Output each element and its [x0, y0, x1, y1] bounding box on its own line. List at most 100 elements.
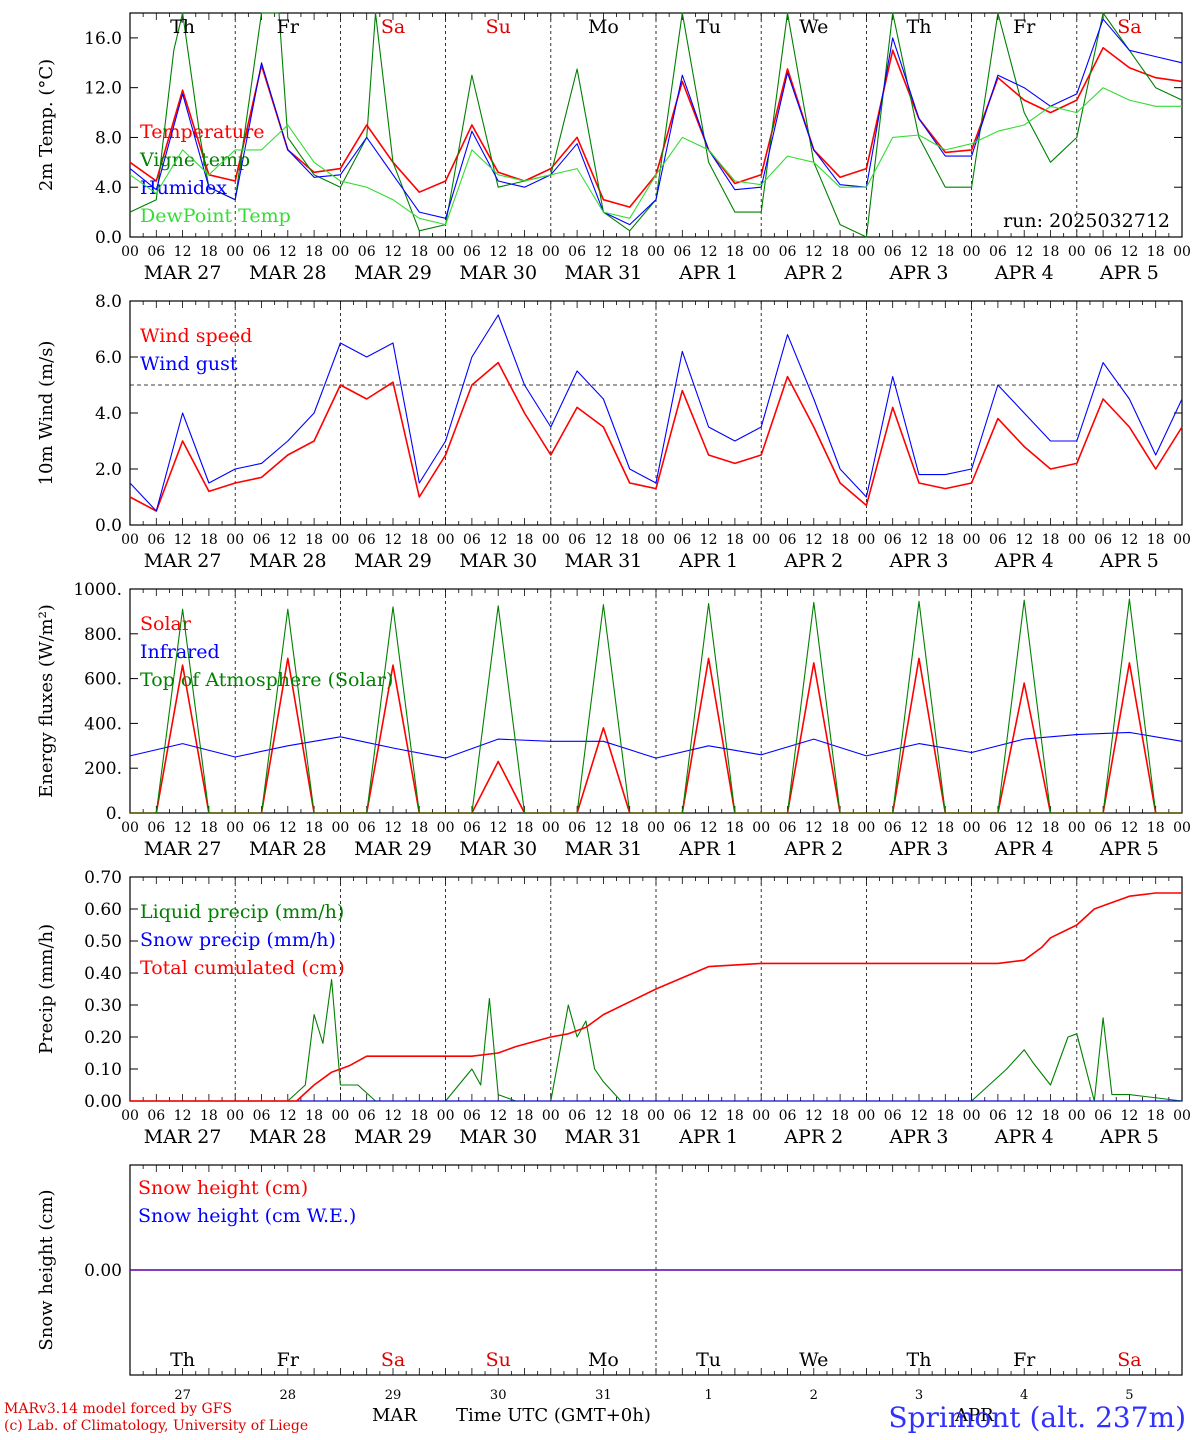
day-number-label: 3 — [915, 1388, 923, 1403]
legend-entry: Infrared — [140, 641, 220, 663]
hour-tick-label: 12 — [384, 820, 402, 836]
panel-4: 0.00 0.10 0.20 0.30 0.40 0.50 0.60 0.70 Precip (… — [36, 868, 1191, 1148]
panel-5: 0.00 Snow height (cm) Snow height (cm) Snow… — [36, 1164, 1183, 1403]
legend-entry: Snow height (cm) — [138, 1177, 308, 1199]
hour-tick-label: 18 — [305, 820, 323, 836]
weekday-label: Th — [907, 16, 932, 38]
hour-tick-label: 18 — [1042, 1108, 1060, 1124]
hour-tick-label: 18 — [831, 244, 849, 260]
hour-tick-label: 18 — [621, 244, 639, 260]
date-label: MAR 28 — [249, 838, 327, 860]
hour-tick-label: 18 — [516, 820, 534, 836]
y-tick-label: 0.0 — [95, 516, 122, 536]
hour-tick-label: 00 — [647, 532, 665, 548]
hour-tick-label: 12 — [489, 532, 507, 548]
date-label: MAR 27 — [144, 1126, 222, 1148]
legend-entry: Total cumulated (cm) — [140, 957, 345, 979]
hour-tick-label: 06 — [147, 244, 165, 260]
day-number-label: 31 — [595, 1388, 612, 1403]
hour-tick-label: 06 — [779, 1108, 797, 1124]
series-line-humidex — [129, 18, 1183, 226]
hour-tick-label: 12 — [279, 244, 297, 260]
hour-tick-label: 00 — [647, 1108, 665, 1124]
day-number-label: 28 — [280, 1388, 297, 1403]
hour-tick-label: 12 — [700, 532, 718, 548]
hour-tick-label: 12 — [1015, 820, 1033, 836]
y-tick-label: 0.00 — [84, 1261, 122, 1281]
hour-tick-label: 06 — [253, 244, 271, 260]
hour-tick-label: 06 — [463, 1108, 481, 1124]
hour-tick-label: 06 — [989, 1108, 1007, 1124]
hour-tick-label: 18 — [305, 532, 323, 548]
hour-tick-label: 00 — [226, 244, 244, 260]
hour-tick-label: 00 — [542, 820, 560, 836]
y-tick-label: 8.0 — [95, 128, 122, 148]
hour-tick-label: 12 — [489, 820, 507, 836]
y-axis-label: 10m Wind (m/s) — [36, 341, 57, 486]
hour-tick-label: 06 — [1094, 1108, 1112, 1124]
day-number-label: 27 — [174, 1388, 191, 1403]
hour-tick-label: 12 — [384, 244, 402, 260]
hour-tick-label: 06 — [779, 532, 797, 548]
day-number-label: 5 — [1125, 1388, 1133, 1403]
weekday-label: Sa — [1117, 1349, 1141, 1371]
hour-tick-label: 06 — [1094, 532, 1112, 548]
date-label: MAR 30 — [459, 550, 537, 572]
weekday-label: Th — [170, 1349, 195, 1371]
hour-tick-label: 12 — [489, 244, 507, 260]
hour-tick-label: 00 — [963, 532, 981, 548]
hour-tick-label: 06 — [989, 244, 1007, 260]
date-label: APR 2 — [783, 550, 843, 572]
date-label: MAR 29 — [354, 550, 432, 572]
hour-tick-label: 00 — [1173, 1108, 1191, 1124]
date-label: APR 3 — [889, 262, 949, 284]
date-label: APR 1 — [678, 1126, 738, 1148]
hour-tick-label: 06 — [358, 820, 376, 836]
hour-tick-label: 18 — [516, 532, 534, 548]
hour-tick-label: 00 — [542, 1108, 560, 1124]
legend-entry: DewPoint Temp — [140, 205, 291, 227]
hour-tick-label: 12 — [1015, 1108, 1033, 1124]
y-tick-label: 0.70 — [84, 868, 122, 888]
date-label: APR 4 — [994, 838, 1054, 860]
hour-tick-label: 00 — [857, 244, 875, 260]
run-label: run: 2025032712 — [1003, 210, 1170, 232]
day-number-label: 4 — [1020, 1388, 1028, 1403]
hour-tick-label: 00 — [437, 244, 455, 260]
hour-tick-label: 18 — [410, 820, 428, 836]
hour-tick-label: 12 — [384, 1108, 402, 1124]
hour-tick-label: 06 — [147, 820, 165, 836]
date-label: MAR 28 — [249, 1126, 327, 1148]
legend-entry: Snow height (cm W.E.) — [138, 1205, 356, 1227]
hour-tick-label: 18 — [200, 1108, 218, 1124]
weekday-label: Fr — [277, 1349, 300, 1371]
legend-entry: Liquid precip (mm/h) — [140, 901, 344, 923]
hour-tick-label: 06 — [1094, 820, 1112, 836]
date-label: APR 5 — [1099, 262, 1159, 284]
hour-tick-label: 00 — [857, 1108, 875, 1124]
hour-tick-label: 00 — [647, 244, 665, 260]
weekday-label: Mo — [588, 16, 619, 38]
date-label: MAR 29 — [354, 262, 432, 284]
hour-tick-label: 06 — [779, 244, 797, 260]
hour-tick-label: 06 — [463, 532, 481, 548]
hour-tick-label: 12 — [174, 1108, 192, 1124]
hour-tick-label: 12 — [594, 244, 612, 260]
date-label: MAR 30 — [459, 1126, 537, 1148]
y-tick-label: 0. — [106, 804, 122, 824]
date-label: MAR 28 — [249, 550, 327, 572]
hour-tick-label: 00 — [437, 532, 455, 548]
y-tick-label: 2.0 — [95, 460, 122, 480]
series-line-dewpoint-temp — [129, 87, 1182, 226]
hour-tick-label: 06 — [884, 1108, 902, 1124]
weekday-label: We — [799, 16, 828, 38]
model-credit: MARv3.14 model forced by GFS — [4, 1401, 233, 1417]
hour-tick-label: 00 — [1068, 820, 1086, 836]
weekday-label: Sa — [1117, 16, 1141, 38]
hour-tick-label: 06 — [989, 532, 1007, 548]
hour-tick-label: 12 — [594, 1108, 612, 1124]
hour-tick-label: 00 — [1068, 1108, 1086, 1124]
hour-tick-label: 12 — [805, 1108, 823, 1124]
y-tick-label: 0.00 — [84, 1092, 122, 1112]
y-tick-label: 6.0 — [95, 348, 122, 368]
